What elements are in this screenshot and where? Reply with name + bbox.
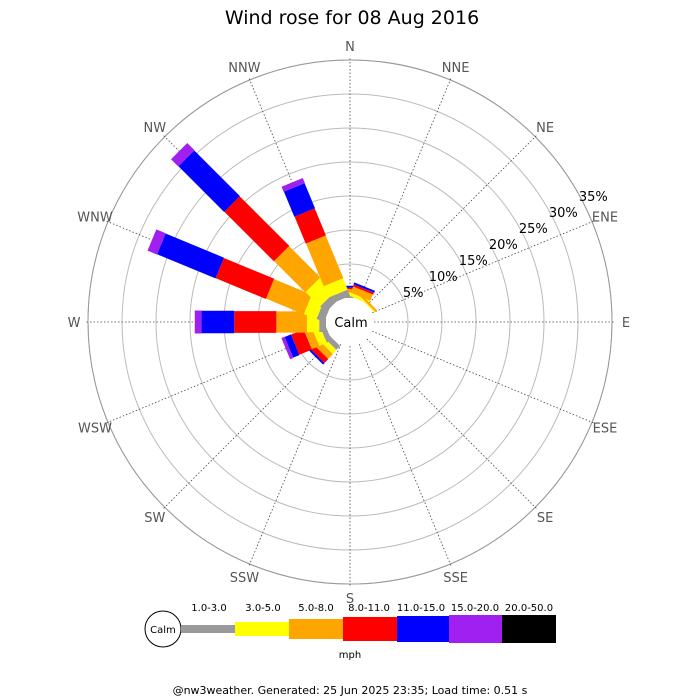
- grid-spoke: [162, 338, 334, 510]
- bar-segment-nne-4: [353, 282, 375, 293]
- direction-labels: N NNE NE ENE E ESE SE SSE S SSW SW WSW W WNW NW NNW: [68, 40, 631, 607]
- bar-segment-sw-4: [307, 347, 325, 365]
- grid-ring: [189, 161, 511, 483]
- direction-label-nw: NW: [144, 121, 167, 136]
- percent-label: 15%: [459, 254, 488, 269]
- bar-segment-nnw-3: [294, 208, 326, 244]
- grid-spoke: [358, 77, 452, 300]
- bar-segment-nw-4: [178, 150, 240, 212]
- calm-center: Calm: [326, 298, 374, 346]
- direction-label-nne: NNE: [442, 61, 470, 76]
- legend-swatch-3: [343, 617, 397, 641]
- grid-spoke: [366, 338, 538, 510]
- grid-spoke: [105, 330, 328, 424]
- bar-segment-nw-5: [171, 143, 195, 167]
- bar-segment-sw-3: [308, 343, 329, 364]
- percent-label: 5%: [403, 286, 424, 301]
- direction-label-s: S: [346, 592, 354, 607]
- bar-segment-w-2: [276, 311, 307, 333]
- speed-legend: Calm 1.0-3.0 3.0-5.0 5.0-8.0 8.0-11.0 11.0-15…: [144, 603, 556, 661]
- bar-segment-nnw-4: [283, 183, 315, 217]
- direction-label-ssw: SSW: [230, 571, 260, 586]
- legend-speed-label: 1.0-3.0: [191, 603, 226, 614]
- bar-segment-nne-2: [350, 286, 373, 301]
- legend-swatch-6: [502, 615, 556, 643]
- direction-label-ne: NE: [536, 121, 554, 136]
- legend-speed-label: 20.0-50.0: [505, 603, 553, 614]
- footer-text: @nw3weather. Generated: 25 Jun 2025 23:3…: [173, 684, 528, 697]
- legend-swatch-1: [235, 622, 289, 636]
- direction-label-e: E: [622, 316, 630, 331]
- bar-segment-wnw-5: [147, 229, 166, 255]
- legend-unit-label: mph: [339, 650, 361, 661]
- bar-segment-nw-3: [224, 196, 290, 262]
- grid-spoke: [366, 134, 538, 306]
- legend-calm-label: Calm: [150, 625, 176, 636]
- direction-label-w: W: [68, 316, 81, 331]
- legend-speed-label: 11.0-15.0: [397, 603, 445, 614]
- legend-swatch-5: [449, 615, 502, 643]
- legend-speed-label: 8.0-11.0: [348, 603, 390, 614]
- legend-speed-label: 15.0-20.0: [451, 603, 499, 614]
- bar-segment-wnw-2: [265, 279, 312, 315]
- legend-speed-label: 5.0-8.0: [298, 603, 333, 614]
- bar-segment-wnw-3: [215, 257, 275, 299]
- grid-spoke: [358, 344, 452, 567]
- bar-segment-nne-3: [353, 284, 374, 295]
- bar-segment-ne-2: [360, 295, 377, 312]
- bar-segment-wsw-3: [290, 329, 312, 355]
- direction-label-se: SE: [537, 511, 553, 526]
- bar-segment-wsw-5: [281, 336, 294, 360]
- bar-segment-w-3: [234, 311, 277, 333]
- direction-label-wsw: WSW: [78, 422, 112, 437]
- bar-segment-w-5: [194, 310, 202, 334]
- bar-segment-wnw-4: [157, 233, 225, 279]
- legend-swatch-0: [181, 625, 235, 633]
- direction-label-ene: ENE: [592, 210, 618, 225]
- direction-label-wnw: WNW: [77, 210, 113, 225]
- grid-spoke: [248, 344, 342, 567]
- bar-segment-nnw-1: [324, 278, 348, 298]
- bar-segment-nnw-2: [306, 235, 344, 287]
- percent-label: 20%: [489, 238, 518, 253]
- wind-bars: [147, 143, 377, 365]
- legend-speed-label: 3.0-5.0: [245, 603, 280, 614]
- bar-segment-wsw-4: [284, 334, 300, 358]
- bar-segment-nnw-5: [281, 177, 305, 192]
- percent-label: 25%: [519, 222, 548, 237]
- direction-label-n: N: [345, 40, 355, 55]
- legend-swatch-2: [289, 619, 343, 639]
- chart-title: Wind rose for 08 Aug 2016: [225, 7, 479, 29]
- direction-label-nnw: NNW: [228, 61, 260, 76]
- bar-segment-w-4: [201, 310, 235, 334]
- percent-label: 10%: [429, 270, 458, 285]
- calm-label: Calm: [334, 316, 367, 331]
- grid-spoke: [372, 330, 595, 424]
- direction-label-sw: SW: [144, 511, 165, 526]
- percent-label: 30%: [549, 206, 578, 221]
- direction-label-sse: SSE: [443, 571, 468, 586]
- grid-spoke: [372, 220, 595, 314]
- grid-ring: [155, 127, 545, 517]
- percent-labels: 5% 10%15%20%25%30%35%: [403, 190, 608, 301]
- percent-label: 35%: [579, 190, 608, 205]
- polar-grid: [85, 57, 615, 587]
- bar-segment-nnw-0: [328, 289, 351, 304]
- bar-segment-ne-1: [359, 296, 376, 313]
- bar-segment-nw-2: [274, 246, 321, 293]
- legend-swatch-4: [397, 616, 449, 642]
- direction-label-ese: ESE: [593, 422, 618, 437]
